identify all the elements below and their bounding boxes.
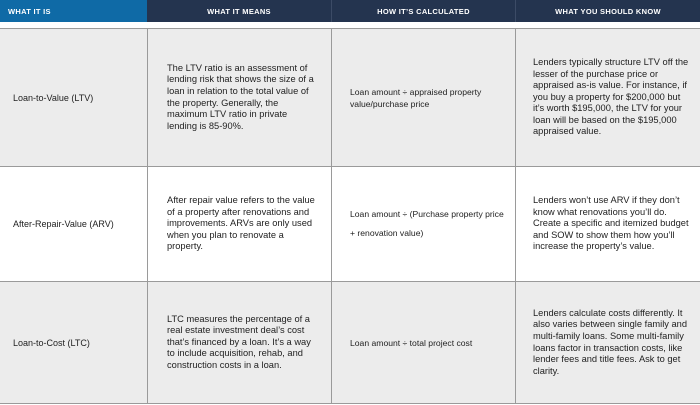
calculation-cell: Loan amount ÷ (Purchase property price +… — [331, 167, 515, 281]
know-cell: Lenders calculate costs differently. It … — [515, 282, 700, 403]
table-row-ltc: Loan-to-Cost (LTC) LTC measures the perc… — [0, 281, 700, 403]
term-cell: After-Repair-Value (ARV) — [13, 219, 114, 229]
meaning-cell: The LTV ratio is an assessment of lendin… — [147, 29, 331, 166]
header-what-you-should-know: WHAT YOU SHOULD KNOW — [515, 0, 700, 22]
know-cell: Lenders typically structure LTV off the … — [515, 29, 700, 166]
know-cell: Lenders won’t use ARV if they don’t know… — [515, 167, 700, 281]
header-what-it-means: WHAT IT MEANS — [147, 0, 331, 22]
calculation-cell: Loan amount ÷ appraised property value/p… — [331, 29, 515, 166]
header-what-it-is: WHAT IT IS — [0, 0, 147, 22]
table-row-ltv: Loan-to-Value (LTV) The LTV ratio is an … — [0, 28, 700, 166]
table-bottom-border — [0, 403, 700, 404]
meaning-cell: After repair value refers to the value o… — [147, 167, 331, 281]
term-cell: Loan-to-Cost (LTC) — [13, 337, 90, 348]
header-how-calculated: HOW IT’S CALCULATED — [331, 0, 515, 22]
table-row-arv: After-Repair-Value (ARV) After repair va… — [0, 166, 700, 281]
meaning-cell: LTC measures the percentage of a real es… — [147, 282, 331, 403]
term-cell: Loan-to-Value (LTV) — [13, 92, 94, 103]
calculation-cell: Loan amount ÷ total project cost — [331, 282, 515, 403]
